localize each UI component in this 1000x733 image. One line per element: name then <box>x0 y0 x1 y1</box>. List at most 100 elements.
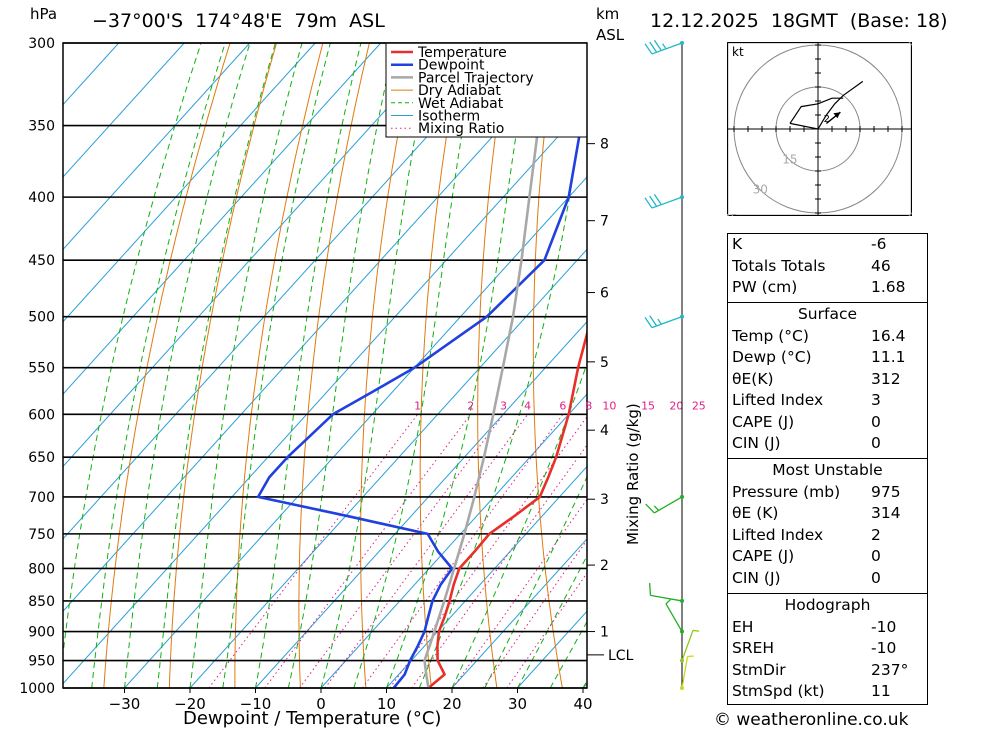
pressure-tick-label: 500 <box>28 310 55 326</box>
isotherm-line <box>63 43 120 106</box>
pressure-tick-label: 900 <box>28 625 55 641</box>
pressure-tick-label: 350 <box>28 119 55 135</box>
index-row: Dewp (°C) 11.1 <box>728 347 927 369</box>
x-tick-label: 30 <box>508 695 527 713</box>
wet-adiabat-line <box>418 82 587 688</box>
basic-indices: K -6 Totals Totals 46 PW (cm) 1.68 <box>728 234 927 299</box>
index-row: θE(K) 312 <box>728 369 927 391</box>
pressure-tick-label: 850 <box>28 594 55 610</box>
dry-adiabat-line <box>234 43 324 688</box>
index-value: 1.68 <box>871 278 906 296</box>
km-tick-label: 7 <box>600 214 609 230</box>
wind-barb-flag <box>648 582 652 596</box>
index-value: 46 <box>871 256 891 275</box>
x-tick-label: −30 <box>109 695 141 713</box>
wind-barb-flag <box>645 503 655 514</box>
wet-adiabat-line <box>255 43 362 688</box>
pressure-tick-label: 400 <box>28 190 55 206</box>
mixing-ratio-axis-wrap: Mixing Ratio (g/kg) <box>624 403 644 565</box>
hodo-marker: 2 <box>824 114 830 125</box>
index-label: Dewp (°C) <box>732 348 812 366</box>
location-title: −37°00'S 174°48'E 79m ASL <box>92 10 385 32</box>
hodo-trace <box>789 80 864 130</box>
mixing-ratio-label: 8 <box>585 399 592 412</box>
index-row: CAPE (J) 0 <box>728 412 927 434</box>
km-tick-label: 1 <box>600 625 609 641</box>
index-label: CIN (J) <box>732 434 781 452</box>
dry-adiabat-line <box>103 43 231 688</box>
index-row: StmDir 237° <box>728 660 927 682</box>
isotherm-line <box>255 320 587 688</box>
index-value: 0 <box>871 412 881 431</box>
pressure-tick-label: 750 <box>28 527 55 543</box>
dry-adiabat-line <box>360 43 417 688</box>
index-value: 11 <box>871 682 891 700</box>
wind-barb-half-flag <box>692 629 700 632</box>
pressure-tick-label: 700 <box>28 490 55 506</box>
pressure-tick-label: 550 <box>28 361 55 377</box>
index-row: θE (K) 314 <box>728 503 927 525</box>
index-row: Totals Totals 46 <box>728 256 927 278</box>
mixing-ratio-axis-label: Mixing Ratio (g/kg) <box>624 403 642 545</box>
isotherm-line <box>189 248 587 688</box>
index-label: Temp (°C) <box>732 326 809 345</box>
wet-adiabat-line <box>91 43 226 688</box>
hodo-ring-label: 15 <box>782 153 797 167</box>
km-tick-label: 5 <box>600 355 609 371</box>
km-tick-label: 4 <box>600 423 609 439</box>
index-value: 2 <box>871 525 881 544</box>
index-label: CAPE (J) <box>732 412 795 431</box>
hodo-unit-label: kt <box>732 45 744 59</box>
temperature-line <box>427 328 587 688</box>
mixing-ratio-line <box>361 414 564 688</box>
wind-barb-flag <box>644 43 653 55</box>
wind-barb-flag <box>649 41 658 53</box>
wind-barb-flag <box>644 197 653 209</box>
isotherm-line <box>63 43 316 323</box>
most-unstable-indices: Most Unstable Pressure (mb) 975 θE (K) 314 Li… <box>728 460 927 589</box>
dry-adiabat-line <box>972 34 1000 688</box>
section-title: Surface <box>797 305 858 323</box>
wind-barb-staff <box>651 196 683 209</box>
asl-label: ASL <box>596 26 625 44</box>
section-title: Hodograph <box>784 596 871 614</box>
mixing-ratio-label: 4 <box>524 399 531 412</box>
wind-barb-flag <box>653 194 662 206</box>
isotherm-line <box>386 465 587 688</box>
index-value: 0 <box>871 568 881 587</box>
index-row: PW (cm) 1.68 <box>728 277 927 299</box>
section-title-row: Hodograph <box>728 595 927 617</box>
hodograph: 15 30 45 kt 2 <box>727 42 912 216</box>
x-tick-label: −10 <box>240 695 272 713</box>
legend-label: Dry Adiabat <box>418 83 501 99</box>
mixing-ratio-line <box>324 414 529 688</box>
wind-barb-flag <box>649 195 658 207</box>
mixing-ratio-label: 25 <box>692 399 706 412</box>
mixing-ratio-label: 1 <box>414 399 421 412</box>
index-label: CAPE (J) <box>732 547 795 565</box>
mixing-ratio-label: 2 <box>467 399 474 412</box>
wind-barb-staff <box>650 594 683 602</box>
plot-frame <box>62 42 588 689</box>
index-value: -10 <box>871 639 897 657</box>
hodograph-indices: Hodograph EH -10 SREH -10 StmDir 237° StmSpd (k… <box>728 595 927 703</box>
index-row: CIN (J) 0 <box>728 433 927 455</box>
parcel-trajectory-line <box>423 43 553 688</box>
index-value: 975 <box>871 482 901 501</box>
pressure-tick-label: 600 <box>28 407 55 423</box>
km-tick-label: 8 <box>600 137 609 153</box>
mixing-ratio-label: 15 <box>641 399 655 412</box>
wet-adiabat-line <box>451 362 587 688</box>
x-tick-label: 20 <box>442 695 461 713</box>
wind-barb-flag <box>649 315 658 327</box>
wind-barb-staff <box>651 316 683 329</box>
index-row: StmSpd (kt) 11 <box>728 681 927 703</box>
index-label: K <box>732 235 743 253</box>
wind-barb-staff <box>665 603 683 632</box>
x-tick-label: 0 <box>316 695 326 713</box>
legend-label: Dewpoint <box>418 58 485 74</box>
index-value: 237° <box>871 660 909 679</box>
mixing-ratio-label: 3 <box>500 399 507 412</box>
x-tick-label: 40 <box>573 695 592 713</box>
hodo-trace-upper <box>789 97 844 124</box>
